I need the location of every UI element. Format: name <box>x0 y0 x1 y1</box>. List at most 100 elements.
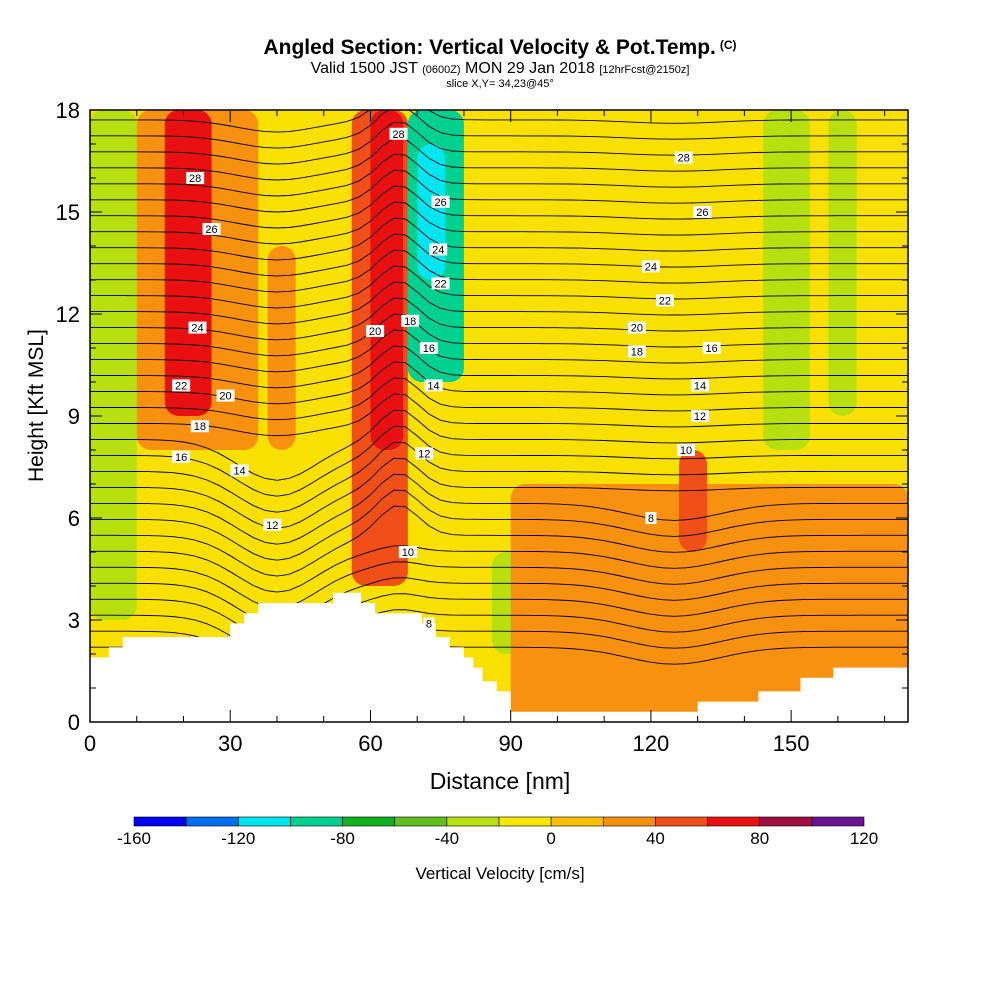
y-tick-label: 18 <box>56 98 80 123</box>
contour-label-box <box>702 342 721 354</box>
subtitle-utc: (0600Z) <box>422 64 461 76</box>
y-tick-label: 3 <box>68 608 80 633</box>
contour-label: 22 <box>659 295 671 307</box>
colorbar-tick-label: 40 <box>646 829 665 848</box>
contour-label-box <box>172 379 191 392</box>
contour-label: 12 <box>266 520 278 532</box>
contour-label-box <box>655 294 674 307</box>
x-tick-label: 150 <box>773 731 810 756</box>
theta-contour <box>90 153 908 197</box>
contour-label-box <box>431 277 450 290</box>
contour-label: 28 <box>678 153 690 165</box>
colorbar-swatch <box>498 816 552 827</box>
contour-label: 22 <box>434 278 446 290</box>
colorbar-swatch <box>707 816 761 827</box>
theta-contour <box>90 425 908 497</box>
colorbar-label: Vertical Velocity [cm/s] <box>415 864 585 883</box>
theta-contour <box>90 249 908 293</box>
contour-label: 12 <box>418 448 430 460</box>
contour-label: 20 <box>631 323 643 335</box>
y-tick-label: 9 <box>68 404 80 429</box>
contour-label-box <box>415 447 434 460</box>
colorbar-tick-label: -120 <box>221 829 255 848</box>
contour-label: 18 <box>631 346 643 358</box>
theta-contour <box>90 201 908 245</box>
contour-label-box <box>429 243 448 256</box>
contour-label-box <box>690 379 709 392</box>
slice-label: slice X,Y= 34,23@45° <box>446 78 554 90</box>
colorbar-swatch <box>759 816 813 827</box>
x-tick-label: 0 <box>84 731 96 756</box>
theta-contour <box>90 377 908 421</box>
contour-label-box <box>641 260 660 273</box>
y-tick-label: 15 <box>56 200 80 225</box>
x-tick-label: 90 <box>498 731 522 756</box>
colorbar-swatch <box>811 816 865 827</box>
colorbar-swatch <box>185 816 239 827</box>
contour-label-box <box>366 325 385 337</box>
colorbar-swatch <box>394 816 448 827</box>
contour-label-box <box>389 127 408 140</box>
theta-contour <box>90 345 908 389</box>
theta-contour <box>90 505 908 577</box>
contour-label-box <box>188 321 207 334</box>
contour-label-box <box>424 379 443 392</box>
contour-label-box <box>423 617 435 630</box>
theta-contour <box>90 265 908 309</box>
contour-label: 28 <box>392 129 404 141</box>
contour-label-box <box>186 172 205 184</box>
velocity-region <box>267 246 296 450</box>
colorbar-tick-label: -160 <box>117 829 151 848</box>
contour-label-box <box>431 195 450 208</box>
subtitle-forecast: [12hrFcst@2150z] <box>599 64 690 76</box>
contour-label: 16 <box>706 343 718 355</box>
contour-label: 12 <box>694 411 706 423</box>
colorbar-swatch <box>290 816 343 827</box>
y-tick-label: 6 <box>68 506 80 531</box>
colorbar-swatch <box>655 816 708 827</box>
chart-subtitle: Valid 1500 JST (0600Z) MON 29 Jan 2018 [… <box>310 60 690 77</box>
contour-label: 18 <box>404 316 416 328</box>
contour-label: 14 <box>427 380 439 392</box>
contour-label-box <box>627 321 646 334</box>
theta-contour <box>90 137 908 181</box>
theta-contour <box>90 121 908 165</box>
contour-label: 16 <box>423 343 435 355</box>
contour-label: 24 <box>645 261 657 273</box>
velocity-region <box>510 484 908 722</box>
theta-contour <box>90 110 908 149</box>
colorbar-swatch <box>550 816 604 827</box>
theta-contour <box>90 297 908 341</box>
theta-contour <box>90 473 908 545</box>
contour-label: 14 <box>233 465 245 477</box>
colorbar-tick-label: -80 <box>330 829 355 848</box>
velocity-region <box>370 110 404 450</box>
contour-label: 26 <box>434 197 446 209</box>
theta-contour <box>90 110 908 133</box>
x-tick-label: 30 <box>218 731 242 756</box>
colorbar-tick-label: 120 <box>850 829 878 848</box>
theta-contour <box>90 561 908 609</box>
theta-contour <box>90 281 908 325</box>
theta-contour <box>90 409 908 481</box>
velocity-region <box>90 110 137 620</box>
theta-contour <box>90 545 908 593</box>
contour-label: 10 <box>402 547 414 559</box>
x-tick-label: 60 <box>358 731 382 756</box>
colorbar-tick-label: 0 <box>546 829 555 848</box>
theta-contour <box>90 169 908 213</box>
velocity-region <box>164 110 212 416</box>
contour-label-box <box>693 206 712 218</box>
contour-label: 26 <box>696 207 708 219</box>
contour-label-box <box>419 342 438 354</box>
colorbar-swatch <box>446 816 500 827</box>
colorbar-swatch <box>342 816 396 827</box>
plot-area: 28 26 24 22 20 18 16 14 12 28 26 24 22 20 18 16 14 12 10 8 2… <box>90 110 908 722</box>
theta-contour <box>90 329 908 373</box>
colorbar-tick-label: -40 <box>435 829 460 848</box>
contour-label: 22 <box>175 380 187 392</box>
y-tick-label: 12 <box>56 302 80 327</box>
contour-label-box <box>627 345 646 358</box>
contour-label: 16 <box>175 452 187 464</box>
